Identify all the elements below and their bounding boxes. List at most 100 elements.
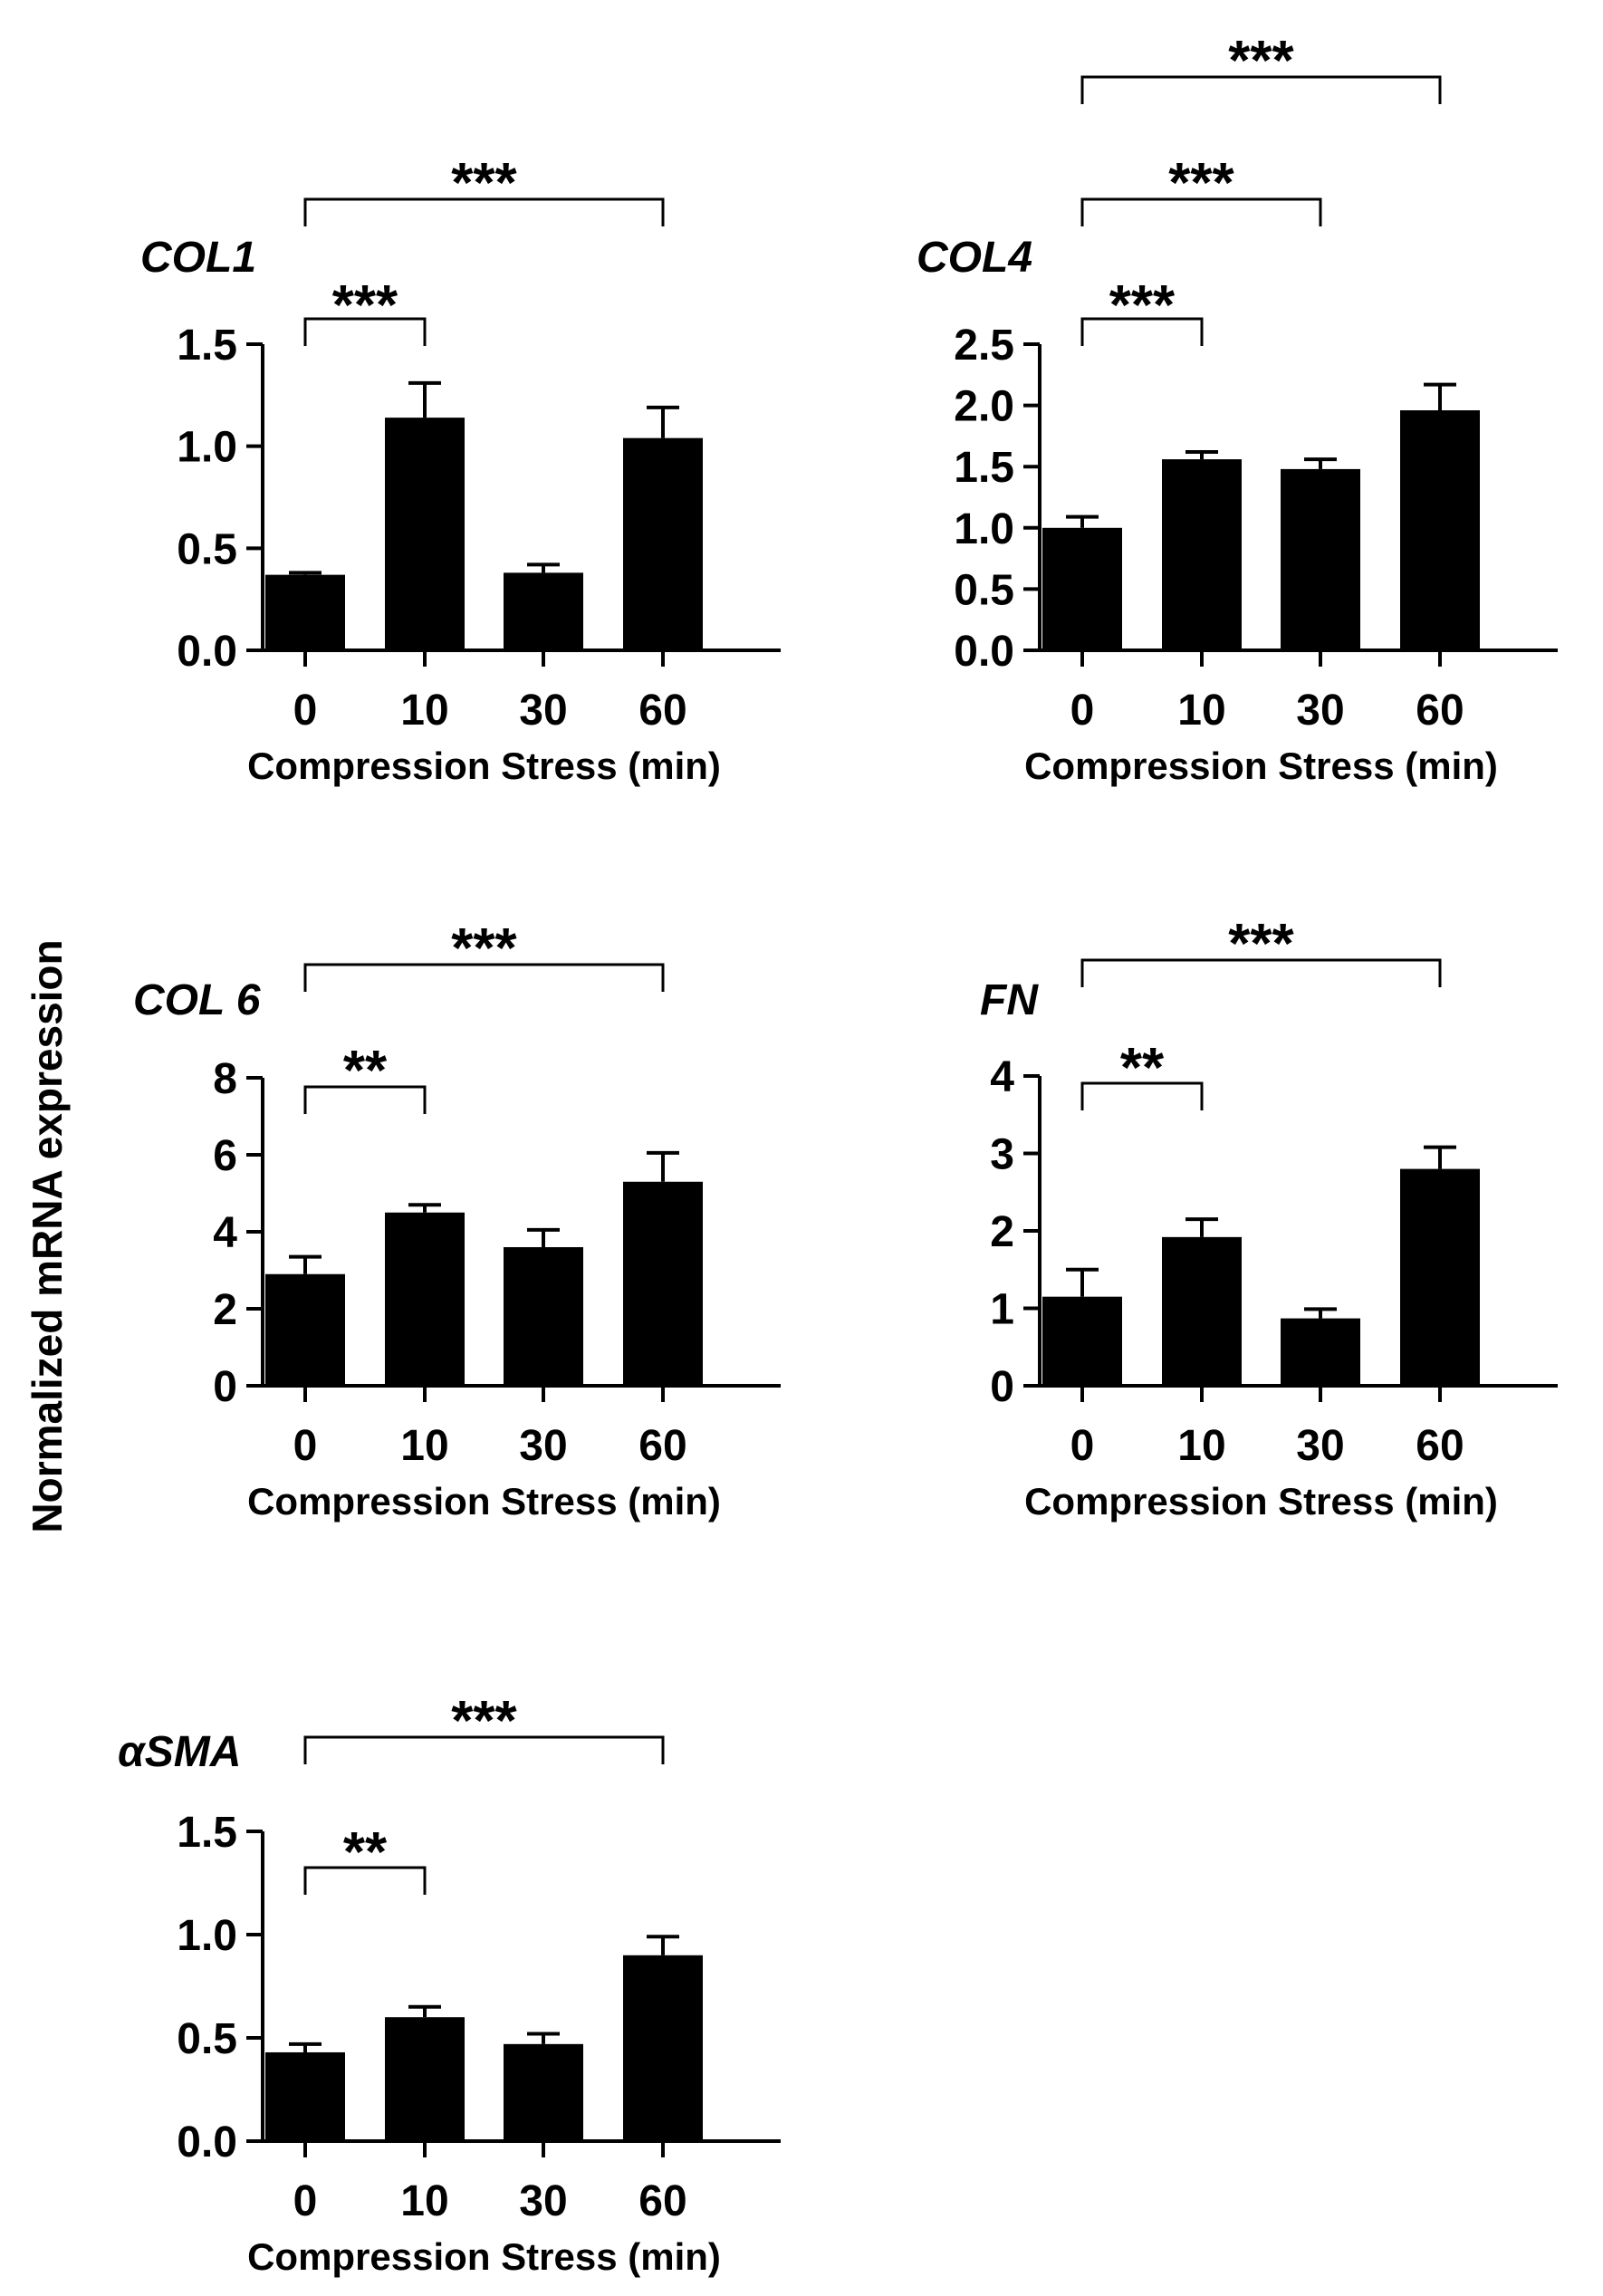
fn-x-tick-label-30: 30 — [1296, 1422, 1344, 1470]
col4-y-tick-label: 0.5 — [954, 566, 1014, 614]
col1-y-tick-label: 1.0 — [177, 424, 237, 472]
col6-significance-label: *** — [451, 917, 517, 980]
col4-x-tick-label-30: 30 — [1296, 687, 1344, 735]
col1-x-tick-label-10: 10 — [400, 687, 448, 735]
asma-x-axis-label: Compression Stress (min) — [247, 2235, 721, 2278]
asma-y-tick-label: 1.5 — [177, 1809, 237, 1857]
fn-significance-bracket — [1080, 958, 1442, 987]
col4-x-axis-label: Compression Stress (min) — [1024, 745, 1498, 787]
asma-significance-bracket — [303, 1866, 427, 1895]
asma-x-tick-label-0: 0 — [293, 2177, 318, 2225]
y-axis-label: Normalized mRNA expression — [24, 939, 71, 1532]
col6-bar-10 — [385, 1212, 465, 1386]
col1-bar-0 — [265, 574, 345, 650]
col1-significance-label: *** — [332, 274, 398, 337]
asma-significance-label: *** — [451, 1690, 517, 1753]
col1-significance-bracket — [303, 197, 665, 226]
col4-significance-bracket — [1080, 317, 1204, 346]
fn-y-tick-label: 1 — [990, 1286, 1014, 1334]
asma-significance-bracket — [303, 1735, 665, 1764]
asma-x-tick-label-10: 10 — [400, 2177, 448, 2225]
col4-significance-label: *** — [1109, 274, 1176, 337]
col6-x-tick-label-60: 60 — [638, 1422, 686, 1470]
col6-y-tick-label: 6 — [213, 1132, 237, 1180]
col4-significance-label: *** — [1228, 30, 1294, 92]
col4-x-tick-label-60: 60 — [1416, 687, 1464, 735]
fn-y-tick-label: 0 — [990, 1363, 1014, 1411]
panel-asma: αSMA 0.0 0.5 1.0 1.5 0 10 30 60 Compression Stres… — [118, 1690, 781, 2278]
col6-significance-bracket — [303, 963, 665, 992]
col4-x-tick-label-0: 0 — [1070, 687, 1095, 735]
fn-significance-label: ** — [1120, 1037, 1165, 1100]
fn-y-tick-label: 2 — [990, 1208, 1014, 1256]
fn-bar-10 — [1162, 1236, 1242, 1386]
col6-y-tick-label: 0 — [213, 1363, 237, 1411]
col4-significance-bracket — [1080, 75, 1442, 104]
col6-bar-30 — [504, 1247, 583, 1386]
col4-significance-label: *** — [1168, 152, 1234, 215]
fn-x-tick-label-0: 0 — [1070, 1422, 1095, 1470]
panel-col6: COL 6 0 2 4 6 8 0 10 30 60 Compression Stress (min… — [133, 917, 781, 1523]
fn-significance-bracket — [1080, 1081, 1204, 1110]
col1-y-tick-label: 0.0 — [177, 628, 237, 676]
col4-bar-60 — [1400, 410, 1480, 650]
col6-x-axis-label: Compression Stress (min) — [247, 1480, 721, 1523]
asma-x-tick-label-60: 60 — [638, 2177, 686, 2225]
fn-significance-label: *** — [1228, 913, 1294, 975]
fn-x-tick-label-10: 10 — [1177, 1422, 1225, 1470]
panel-fn: FN 0 1 2 3 4 0 10 30 60 Compression Stress (min) **… — [980, 913, 1558, 1523]
col4-y-tick-label: 2.5 — [954, 322, 1014, 370]
fn-y-tick-label: 3 — [990, 1131, 1014, 1179]
asma-bar-30 — [504, 2043, 583, 2141]
asma-y-tick-label: 0.5 — [177, 2015, 237, 2063]
col6-y-tick-label: 4 — [213, 1209, 237, 1257]
panel-col1: COL1 0.0 0.5 1.0 1.5 0 10 30 60 Compression Stres… — [140, 152, 781, 787]
col1-x-tick-label-0: 0 — [293, 687, 318, 735]
col4-y-tick-label: 1.0 — [954, 505, 1014, 553]
asma-significance-label: ** — [343, 1821, 388, 1884]
col6-x-tick-label-30: 30 — [519, 1422, 567, 1470]
fn-bar-30 — [1281, 1318, 1360, 1386]
col6-bar-60 — [623, 1181, 703, 1386]
col1-x-axis-label: Compression Stress (min) — [247, 745, 721, 787]
fn-bar-0 — [1042, 1296, 1122, 1386]
fn-x-tick-label-60: 60 — [1416, 1422, 1464, 1470]
asma-x-tick-label-30: 30 — [519, 2177, 567, 2225]
col6-x-tick-label-10: 10 — [400, 1422, 448, 1470]
col1-bar-10 — [385, 418, 465, 650]
asma-bar-60 — [623, 1955, 703, 2141]
asma-y-tick-label: 1.0 — [177, 1912, 237, 1960]
col6-significance-label: ** — [343, 1040, 388, 1102]
asma-y-tick-label: 0.0 — [177, 2118, 237, 2166]
col4-x-tick-label-10: 10 — [1177, 687, 1225, 735]
panel-col4: COL4 0.0 0.5 1.0 1.5 2.0 2.5 0 10 30 60 Compression… — [917, 30, 1558, 787]
col6-bar-0 — [265, 1273, 345, 1386]
col1-title: COL1 — [140, 234, 256, 282]
fn-bar-60 — [1400, 1168, 1480, 1386]
col4-y-tick-label: 1.5 — [954, 444, 1014, 492]
col4-bar-10 — [1162, 459, 1242, 650]
col4-y-tick-label: 2.0 — [954, 383, 1014, 431]
col1-y-tick-label: 0.5 — [177, 525, 237, 573]
col6-significance-bracket — [303, 1085, 427, 1114]
col1-significance-bracket — [303, 317, 427, 346]
col6-x-tick-label-0: 0 — [293, 1422, 318, 1470]
col4-bar-0 — [1042, 527, 1122, 650]
asma-title: αSMA — [118, 1728, 241, 1776]
asma-bar-10 — [385, 2017, 465, 2141]
col4-bar-30 — [1281, 468, 1360, 650]
col1-x-tick-label-30: 30 — [519, 687, 567, 735]
col1-bar-30 — [504, 572, 583, 650]
col1-bar-60 — [623, 437, 703, 650]
fn-title: FN — [980, 976, 1039, 1024]
col1-x-tick-label-60: 60 — [638, 687, 686, 735]
col6-title: COL 6 — [133, 976, 261, 1024]
col1-y-tick-label: 1.5 — [177, 322, 237, 370]
col6-y-tick-label: 8 — [213, 1055, 237, 1103]
fn-y-tick-label: 4 — [990, 1053, 1014, 1101]
col4-title: COL4 — [917, 234, 1032, 282]
col4-significance-bracket — [1080, 197, 1322, 226]
col1-significance-label: *** — [451, 152, 517, 215]
col4-y-tick-label: 0.0 — [954, 628, 1014, 676]
